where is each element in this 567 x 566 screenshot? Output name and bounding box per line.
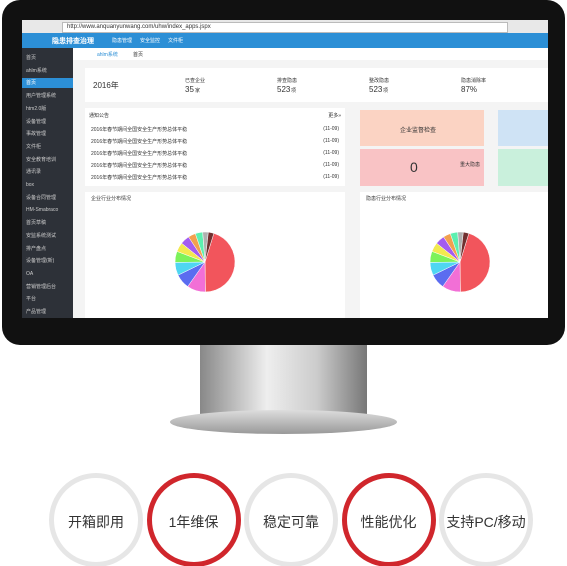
pie-panel: 企业行业分布情况: [85, 192, 345, 318]
pie-slice: [204, 231, 215, 263]
stat-value: 35: [185, 85, 194, 94]
sidebar-item[interactable]: 文件柜: [26, 143, 42, 150]
feature-circle: 稳定可靠: [244, 473, 338, 566]
pie-slice: [459, 231, 470, 263]
pie-chart: [174, 231, 236, 293]
tile-blue: [498, 110, 548, 146]
year: 2016年: [93, 81, 119, 90]
pie-title: 企业行业分布情况: [91, 196, 132, 202]
pie-title: 隐患行业分布情况: [366, 196, 407, 202]
notice-item[interactable]: 2016年春节期间全国安全生产形势总体平稳: [91, 139, 188, 145]
nav-item[interactable]: 文件柜: [168, 38, 184, 44]
sidebar-item[interactable]: HM-Smabraco: [26, 207, 59, 214]
tile-major[interactable]: 0 重大隐患: [360, 149, 484, 186]
breadcrumb: 首页: [133, 52, 144, 58]
sidebar-item[interactable]: 设备管理(新): [26, 258, 55, 265]
sidebar-item[interactable]: 设备管理: [26, 118, 47, 125]
pie-chart: [429, 231, 491, 293]
tile-inspect[interactable]: 企业监督检查: [360, 110, 484, 146]
stat-label: 隐患消除率: [461, 78, 487, 84]
breadcrumb[interactable]: ahlm系统: [97, 52, 118, 58]
stat-label: 已查企业: [185, 78, 206, 84]
tile-count: 0: [410, 159, 418, 175]
more-link[interactable]: 更多»: [328, 113, 341, 119]
notice-date: (11-09): [323, 174, 339, 180]
stat-label: 排查隐患: [277, 78, 298, 84]
tile-label: 企业监督检查: [400, 128, 437, 134]
sidebar-item[interactable]: 事故管理: [26, 131, 47, 138]
stats-panel: 2016年 已查企业 35 家排查隐患 523 项整改隐患 523 项隐患消除率 87%: [85, 68, 548, 102]
feature-label: 支持PC/移动: [446, 514, 526, 530]
notice-item[interactable]: 2016年春节期间全国安全生产形势总体平稳: [91, 127, 188, 133]
pie-slice: [204, 233, 236, 293]
stand-neck: [200, 345, 367, 415]
screen: http://www.anquanyunwang.com/uhw/index_a…: [22, 20, 548, 318]
nav-item[interactable]: 隐患管理: [112, 38, 133, 44]
sidebar: 首页 ahlm系统 首页 用户管理系统 htm2.0版 设备管理 事故管理 文件柜 安全教育培训…: [22, 48, 73, 318]
notice-date: (11-09): [323, 138, 339, 144]
sidebar-item[interactable]: ahlm系统: [26, 67, 47, 74]
stat-unit: 项: [383, 88, 389, 94]
stat-value: 523: [277, 85, 291, 94]
url[interactable]: http://www.anquanyunwang.com/uhw/index_a…: [62, 22, 508, 33]
sidebar-item[interactable]: 排产盘点: [26, 245, 47, 252]
logo: 隐患排查治理: [52, 38, 94, 45]
feature-label: 开箱即用: [68, 514, 124, 530]
stat-value: 87%: [461, 85, 478, 94]
notice-panel: 通知公告 更多» 2016年春节期间全国安全生产形势总体平稳 (11-09) 201…: [85, 108, 345, 186]
feature-label: 1年维保: [168, 514, 219, 530]
sidebar-item[interactable]: 首页草稿: [26, 220, 47, 227]
stat-label: 整改隐患: [369, 78, 390, 84]
feature-label: 性能优化: [360, 514, 417, 530]
stat-value: 523: [369, 85, 383, 94]
notice-item[interactable]: 2016年春节期间全国安全生产形势总体平稳: [91, 151, 188, 157]
pie-panel: 隐患行业分布情况: [360, 192, 548, 318]
sidebar-item[interactable]: 用户管理系统: [26, 93, 57, 100]
notice-date: (11-09): [323, 150, 339, 156]
feature-circle: 1年维保: [146, 473, 241, 566]
notice-item[interactable]: 2016年春节期间全国安全生产形势总体平稳: [91, 175, 188, 181]
features: 开箱即用 1年维保 稳定可靠 性能优化 支持PC/移动: [0, 470, 567, 566]
sidebar-item[interactable]: htm2.0版: [26, 105, 47, 112]
app-header: 隐患排查治理 隐患管理 安全监控 文件柜: [22, 33, 548, 48]
notice-item[interactable]: 2016年春节期间全国安全生产形势总体平稳: [91, 163, 188, 169]
notice-title: 通知公告: [89, 113, 110, 119]
pie-slice: [459, 233, 491, 293]
sidebar-item[interactable]: box: [26, 182, 35, 188]
notice-date: (11-09): [323, 126, 339, 132]
sidebar-item[interactable]: 设备合同管理: [26, 194, 57, 201]
breadcrumb-bar: ahlm系统 首页: [73, 48, 548, 60]
sidebar-item[interactable]: 首页: [22, 78, 73, 89]
stand-base: [170, 410, 397, 434]
notice-date: (11-09): [323, 162, 339, 168]
browser-bar: http://www.anquanyunwang.com/uhw/index_a…: [22, 20, 548, 33]
feature-circle: 开箱即用: [49, 473, 143, 566]
sidebar-item[interactable]: 通讯录: [26, 169, 42, 176]
tile-label: 重大隐患: [460, 162, 481, 168]
tile-green: [498, 149, 548, 186]
sidebar-item[interactable]: 产品管理: [26, 309, 47, 315]
sidebar-item[interactable]: 首页: [26, 55, 37, 61]
feature-label: 稳定可靠: [263, 514, 319, 530]
sidebar-item[interactable]: 安监系统测试: [26, 232, 57, 239]
sidebar-item[interactable]: 营销管理后台: [26, 283, 57, 290]
feature-circle: 性能优化: [341, 473, 436, 566]
stat-unit: 项: [291, 88, 297, 94]
sidebar-item[interactable]: 安全教育培训: [26, 156, 57, 163]
sidebar-item[interactable]: 平台: [26, 296, 37, 303]
feature-circle: 支持PC/移动: [439, 473, 533, 566]
sidebar-item[interactable]: OA: [26, 270, 34, 277]
stat-unit: 家: [195, 88, 201, 94]
nav-item[interactable]: 安全监控: [140, 38, 161, 44]
